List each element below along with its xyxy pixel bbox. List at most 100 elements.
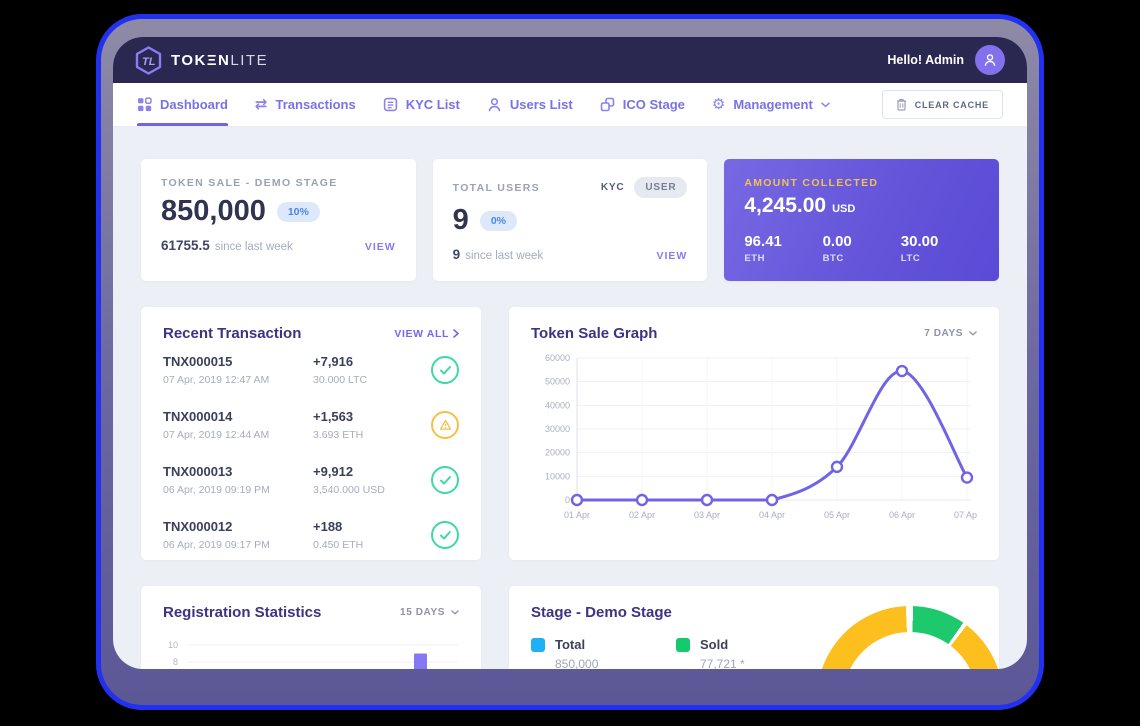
nav-label: Users List: [509, 97, 573, 112]
svg-text:10: 10: [168, 640, 178, 650]
total-users-view-link[interactable]: VIEW: [656, 250, 688, 262]
registration-range-dropdown[interactable]: 15 DAYS: [400, 607, 459, 618]
transaction-id-date: TNX000012 06 Apr, 2019 09:17 PM: [163, 519, 313, 551]
brand-name: TOKΞNLITE: [171, 52, 268, 69]
legend-sold: Sold 77,721 *: [676, 637, 821, 669]
svg-text:40000: 40000: [545, 400, 570, 410]
amount-collected-label: AMOUNT COLLECTED: [744, 177, 879, 189]
stage-panel: Stage - Demo Stage Total 850,000 Sold: [509, 586, 999, 669]
transaction-amount-col: +1,563 3.693 ETH: [313, 409, 423, 441]
transaction-id: TNX000015: [163, 354, 233, 369]
svg-text:0: 0: [565, 495, 570, 505]
svg-text:05 Apr: 05 Apr: [824, 510, 850, 520]
nav-label: Dashboard: [160, 97, 228, 112]
eth-value: 96.41: [744, 233, 782, 250]
success-icon: [431, 521, 459, 549]
legend-total-label: Total: [555, 637, 586, 652]
registration-range-label: 15 DAYS: [400, 607, 445, 618]
chevron-right-icon: [453, 329, 459, 338]
svg-text:30000: 30000: [545, 424, 570, 434]
token-sale-percent-badge: 10%: [276, 201, 320, 222]
clear-cache-button[interactable]: CLEAR CACHE: [881, 90, 1003, 119]
kyc-user-toggle[interactable]: KYC USER: [601, 177, 688, 198]
cubes-icon: [600, 97, 615, 112]
transaction-id: TNX000012: [163, 519, 233, 534]
breakdown-ltc: 30.00 LTC: [901, 233, 979, 264]
swap-arrows-icon: ⇄: [254, 95, 268, 113]
greeting-text: Hello! Admin: [887, 53, 964, 67]
eth-unit: ETH: [744, 253, 766, 264]
transaction-detail: 0.450 ETH: [313, 539, 364, 551]
nav-bar: Dashboard ⇄ Transactions KYC List Users …: [113, 83, 1027, 127]
total-users-value: 9: [452, 204, 469, 236]
dashboard-content: TOKEN SALE - DEMO STAGE 850,000 10% 6175…: [113, 127, 1027, 669]
nav-item-users-list[interactable]: Users List: [487, 83, 573, 126]
token-sale-graph-title: Token Sale Graph: [531, 325, 658, 342]
transaction-amount: +7,916: [313, 354, 354, 369]
breakdown-btc: 0.00 BTC: [823, 233, 901, 264]
transactions-list: TNX000015 07 Apr, 2019 12:47 AM +7,916 30.0…: [163, 342, 459, 560]
nav-item-management[interactable]: ⚙ Management: [712, 83, 830, 126]
transaction-row: TNX000014 07 Apr, 2019 12:44 AM +1,563 3.69…: [163, 397, 459, 452]
gear-icon: ⚙: [711, 95, 726, 113]
chevron-down-icon: [820, 101, 830, 107]
recent-transactions-title: Recent Transaction: [163, 325, 302, 342]
brand-name-light: LITE: [230, 51, 269, 69]
transaction-detail: 30.000 LTC: [313, 374, 368, 386]
transaction-amount: +1,563: [313, 409, 354, 424]
stage-legend: Total 850,000 Sold 77,721 *: [531, 637, 977, 669]
registration-statistics-title: Registration Statistics: [163, 604, 322, 621]
transaction-amount-col: +9,912 3,540.000 USD: [313, 464, 423, 496]
ltc-unit: LTC: [900, 253, 921, 264]
transaction-id: TNX000014: [163, 409, 233, 424]
view-all-label: VIEW ALL: [394, 327, 449, 340]
registration-statistics-panel: Registration Statistics 15 DAYS 10 8: [141, 586, 481, 669]
stage-title: Stage - Demo Stage: [531, 604, 672, 621]
transaction-detail: 3,540.000 USD: [313, 484, 385, 496]
nav-label: Transactions: [275, 97, 356, 112]
token-sale-caption: since last week: [214, 241, 293, 253]
list-icon: [383, 97, 397, 112]
btc-value: 0.00: [822, 233, 852, 250]
transaction-row: TNX000015 07 Apr, 2019 12:47 AM +7,916 30.0…: [163, 342, 459, 397]
avatar[interactable]: [975, 45, 1005, 75]
total-users-percent-badge: 0%: [479, 210, 517, 231]
brand-logo: TL TOKΞNLITE: [135, 45, 268, 75]
svg-text:06 Apr: 06 Apr: [889, 510, 915, 520]
nav-item-dashboard[interactable]: Dashboard: [137, 83, 228, 126]
svg-text:10000: 10000: [545, 471, 570, 481]
svg-text:60000: 60000: [545, 353, 570, 363]
total-users-card: TOTAL USERS KYC USER 9 0% 9 since last w…: [432, 159, 708, 281]
user-avatar-icon: [984, 54, 996, 66]
nav-item-transactions[interactable]: ⇄ Transactions: [255, 83, 356, 126]
nav-item-kyc-list[interactable]: KYC List: [383, 83, 460, 126]
legend-sold-label: Sold: [700, 637, 729, 652]
brand-name-bold: TOKΞN: [171, 51, 231, 69]
svg-text:20000: 20000: [545, 448, 570, 458]
nav-item-ico-stage[interactable]: ICO Stage: [600, 83, 685, 126]
transaction-amount-col: +7,916 30.000 LTC: [313, 354, 423, 386]
transaction-id-date: TNX000013 06 Apr, 2019 09:19 PM: [163, 464, 313, 496]
toggle-kyc[interactable]: KYC: [600, 182, 625, 193]
sold-swatch-icon: [676, 638, 690, 652]
chevron-down-icon: [969, 331, 977, 336]
transaction-detail: 3.693 ETH: [313, 429, 364, 441]
token-sale-view-link[interactable]: VIEW: [364, 241, 396, 253]
total-users-caption: since last week: [465, 250, 544, 262]
top-bar: TL TOKΞNLITE Hello! Admin: [113, 37, 1027, 83]
legend-sold-value: 77,721 *: [700, 657, 745, 669]
transaction-date: 06 Apr, 2019 09:19 PM: [163, 484, 270, 496]
nav-label: Management: [733, 97, 813, 112]
token-sale-card: TOKEN SALE - DEMO STAGE 850,000 10% 6175…: [141, 159, 416, 281]
success-icon: [431, 356, 459, 384]
grid-icon: [138, 97, 152, 112]
ltc-value: 30.00: [900, 233, 939, 250]
graph-range-dropdown[interactable]: 7 DAYS: [924, 328, 977, 339]
toggle-user[interactable]: USER: [634, 177, 688, 198]
transaction-id-date: TNX000014 07 Apr, 2019 12:44 AM: [163, 409, 313, 441]
view-all-link[interactable]: VIEW ALL: [394, 328, 459, 340]
amount-collected-currency: USD: [832, 203, 856, 215]
success-icon: [431, 466, 459, 494]
transaction-date: 07 Apr, 2019 12:47 AM: [163, 374, 270, 386]
token-sale-line-chart: 0 10000 20000 30000 40000 50000 60000 01 Apr 02 …: [545, 353, 980, 520]
